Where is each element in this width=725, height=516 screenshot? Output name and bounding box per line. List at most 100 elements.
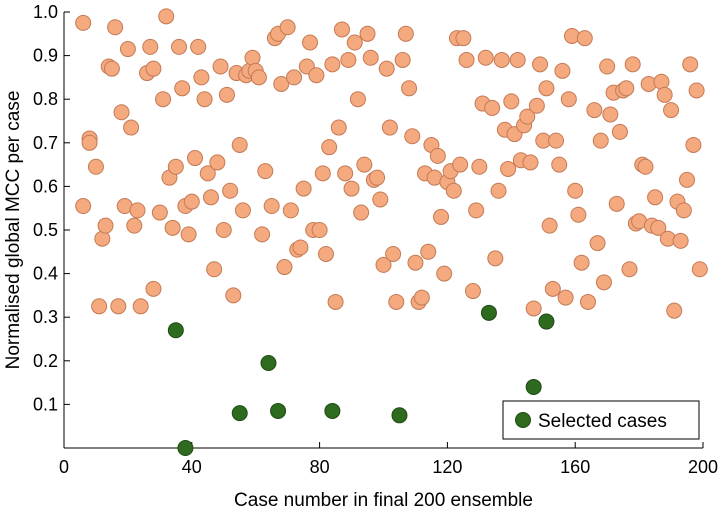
ensemble-point	[560, 91, 577, 108]
ensemble-point	[215, 222, 232, 238]
ensemble-point	[263, 198, 280, 215]
selected-point	[525, 378, 542, 395]
ensemble-point	[295, 180, 312, 197]
ensemble-point	[286, 69, 303, 86]
ensemble-point	[171, 38, 188, 55]
ensemble-point	[650, 219, 667, 236]
ensemble-point	[81, 134, 98, 151]
ensemble-point	[573, 254, 590, 271]
ensemble-point	[624, 56, 641, 73]
x-tick-label: 0	[59, 457, 69, 477]
ensemble-point	[455, 30, 472, 47]
x-axis-ticks: 0 40 80 120 160 200	[59, 442, 718, 477]
ensemble-point	[190, 38, 207, 55]
y-axis-title: Normalised global MCC per case	[3, 91, 24, 370]
ensemble-point	[445, 182, 462, 199]
ensemble-point	[477, 49, 494, 66]
x-tick-label: 80	[310, 457, 330, 477]
ensemble-point	[375, 256, 392, 273]
ensemble-point	[362, 49, 379, 66]
x-axis-title: Case number in final 200 ensemble	[234, 490, 533, 511]
ensemble-point	[433, 208, 450, 225]
ensemble-point	[394, 51, 411, 68]
ensemble-point	[196, 91, 213, 108]
ensemble-point	[528, 97, 545, 114]
ensemble-point	[397, 25, 414, 42]
ensemble-point	[359, 25, 376, 42]
ensemble-point	[333, 21, 350, 38]
y-tick-label: 0.4	[33, 264, 58, 284]
ensemble-point	[129, 202, 146, 219]
ensemble-point	[554, 62, 571, 79]
ensemble-point	[452, 156, 469, 173]
ensemble-point	[353, 204, 370, 221]
ensemble-point	[346, 34, 363, 51]
ensemble-point	[174, 80, 191, 97]
ensemble-point	[167, 158, 184, 175]
ensemble-point	[487, 250, 504, 267]
y-tick-label: 0.6	[33, 176, 58, 196]
ensemble-point	[193, 69, 210, 86]
ensemble-point	[282, 202, 299, 219]
ensemble-point	[538, 80, 555, 97]
ensemble-point	[385, 245, 402, 262]
ensemble-point	[611, 123, 628, 140]
ensemble-point	[653, 73, 670, 90]
y-tick-label: 0.8	[33, 89, 58, 109]
ensemble-point	[302, 34, 319, 51]
ensemble-point	[599, 58, 616, 75]
ensemble-point	[647, 189, 664, 206]
ensemble-point	[372, 191, 389, 208]
ensemble-point	[621, 261, 638, 278]
ensemble-point	[158, 8, 175, 25]
ensemble-point	[110, 298, 127, 315]
ensemble-point	[94, 230, 111, 247]
ensemble-point	[557, 289, 574, 306]
ensemble-point	[327, 293, 344, 310]
ensemble-point	[186, 150, 203, 167]
ensemble-point	[103, 60, 120, 77]
selected-point	[270, 402, 287, 419]
ensemble-point	[579, 293, 596, 310]
ensemble-point	[666, 302, 683, 319]
selected-point	[324, 402, 341, 419]
ensemble-point	[468, 202, 485, 219]
ensemble-point	[541, 217, 558, 234]
ensemble-point	[132, 298, 149, 315]
ensemble-point	[180, 226, 197, 243]
plot-area: 0 40 80 120 160 200 0.10.20.30.40.50.60.70.80…	[33, 2, 718, 477]
ensemble-point	[183, 193, 200, 210]
ensemble-point	[570, 206, 587, 223]
x-tick-label: 40	[182, 457, 202, 477]
ensemble-point	[490, 182, 507, 199]
ensemble-point	[589, 235, 606, 252]
ensemble-point	[656, 86, 673, 103]
legend-box	[502, 400, 700, 440]
ensemble-point	[519, 108, 536, 125]
ensemble-point	[292, 239, 309, 256]
ensemble-point	[209, 154, 226, 171]
ensemble-point	[225, 287, 242, 304]
ensemble-point	[595, 274, 612, 291]
ensemble-point	[314, 165, 331, 182]
y-tick-label: 1.0	[33, 2, 58, 22]
ensemble-point	[592, 132, 609, 149]
ensemble-point	[458, 51, 475, 68]
ensemble-point	[637, 158, 654, 175]
ensemble-point	[151, 204, 168, 221]
ensemble-point	[602, 106, 619, 123]
ensemble-point	[509, 51, 526, 68]
ensemble-point	[532, 56, 549, 73]
ensemble-point	[429, 147, 446, 164]
y-tick-label: 0.1	[33, 394, 58, 414]
legend: Selected cases	[502, 400, 700, 440]
ensemble-point	[388, 293, 405, 310]
legend-marker-selected	[515, 412, 531, 428]
ensemble-point	[682, 56, 699, 73]
ensemble-point	[471, 158, 488, 175]
ensemble-points	[75, 8, 708, 319]
ensemble-point	[608, 195, 625, 212]
ensemble-point	[279, 19, 296, 36]
ensemble-point	[548, 132, 565, 149]
